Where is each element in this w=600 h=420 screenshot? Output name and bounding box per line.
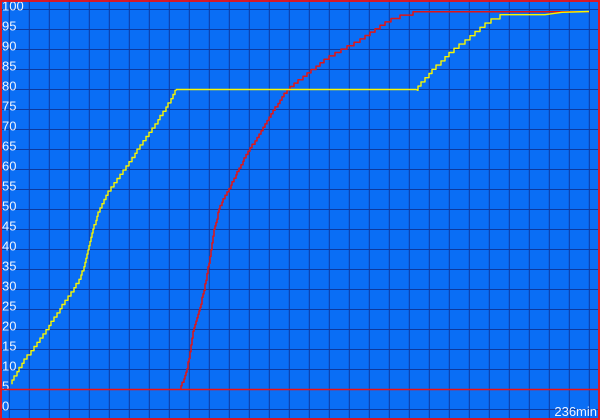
svg-text:85: 85	[2, 59, 16, 74]
svg-text:236min: 236min	[554, 404, 597, 419]
svg-text:0: 0	[2, 399, 9, 414]
svg-text:35: 35	[2, 259, 16, 274]
svg-text:100: 100	[2, 0, 24, 14]
svg-text:5: 5	[2, 379, 9, 394]
svg-text:25: 25	[2, 299, 16, 314]
svg-text:15: 15	[2, 339, 16, 354]
svg-text:95: 95	[2, 19, 16, 34]
svg-text:80: 80	[2, 79, 16, 94]
svg-text:60: 60	[2, 159, 16, 174]
svg-text:90: 90	[2, 39, 16, 54]
svg-text:40: 40	[2, 239, 16, 254]
svg-text:65: 65	[2, 139, 16, 154]
svg-text:75: 75	[2, 99, 16, 114]
svg-text:30: 30	[2, 279, 16, 294]
svg-text:50: 50	[2, 199, 16, 214]
svg-text:70: 70	[2, 119, 16, 134]
svg-text:45: 45	[2, 219, 16, 234]
svg-text:20: 20	[2, 319, 16, 334]
svg-text:10: 10	[2, 359, 16, 374]
svg-text:55: 55	[2, 179, 16, 194]
